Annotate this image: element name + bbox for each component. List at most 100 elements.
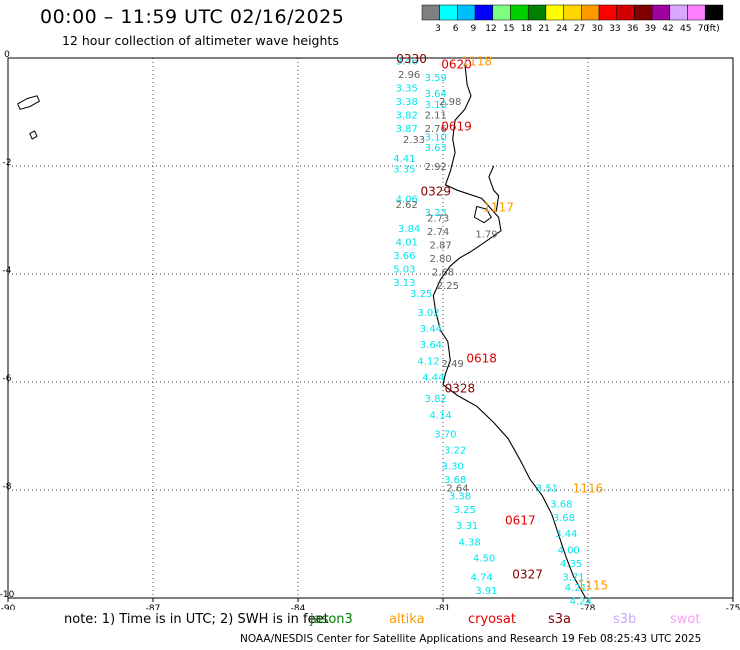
pass-time-label: 0330 [396,52,427,66]
satellite-swot: swot [670,612,701,627]
pass-time-label: 0327 [512,568,543,582]
footer-note: note: 1) Time is in UTC; 2) SWH is in fe… [64,612,329,627]
wave-height-label: 3.68 [444,475,466,486]
legend-label: 3 [435,24,441,34]
wave-height-label: 3.51 [536,483,558,494]
map-title: 00:00 – 11:59 UTC 02/16/2025 [40,6,345,28]
lon-tick-label: -75 [726,604,740,610]
wave-height-label: 4.00 [558,545,580,556]
footer-credit: NOAA/NESDIS Center for Satellite Applica… [240,633,702,645]
wave-height-label: 3.66 [393,251,415,262]
wave-height-label: 2.74 [427,227,449,238]
wave-height-label: 4.50 [473,554,495,565]
wave-height-label: 2.80 [429,254,451,265]
map-frame [7,57,734,599]
wave-height-label: 3.35 [393,165,415,176]
legend-label: 6 [453,24,459,34]
wave-height-label: 3.64 [420,340,442,351]
legend-label: 12 [485,24,496,34]
wave-height-label: 3.46 [396,57,418,68]
coastline [432,63,587,599]
lat-tick-label: -2 [3,158,12,168]
legend-label: 36 [627,24,639,34]
wave-height-label: 4.01 [396,238,418,249]
wave-height-label: 3.59 [425,73,447,84]
pass-time-label: 0328 [445,381,476,395]
lon-tick-label: -78 [581,604,596,610]
wave-height-label: 3.23 [425,208,447,219]
wave-height-label: 3.13 [393,278,415,289]
lat-tick-label: -4 [3,266,12,276]
wave-height-label: 3.68 [553,513,575,524]
pass-time-label: 0617 [505,514,536,528]
wave-height-label: 3.38 [449,491,471,502]
satellite-s3a: s3a [548,612,572,627]
wave-height-label: 4.41 [393,154,415,165]
wave-height-label: 2.87 [429,240,451,251]
wave-height-label: 2.11 [425,111,447,122]
wave-height-label: 3.84 [398,224,420,235]
pass-time-label: 1118 [462,55,493,69]
wave-height-label: 3.30 [442,462,464,473]
color-legend: 3 6 9 12 15 18 21 24 27 30 33 36 39 42 45 70(ft) [421,4,724,34]
lon-tick-label: -87 [146,604,161,610]
wave-height-label: 2.68 [432,267,454,278]
wave-height-label: 4.35 [560,559,582,570]
lat-tick-label: 0 [4,50,10,60]
wave-height-label: 3.68 [550,500,572,511]
wave-height-label: 2.62 [396,200,418,211]
satellite-cryosat: cryosat [468,612,516,627]
wave-height-label: 5.03 [393,265,415,276]
island-outline [17,95,41,110]
satellite-altika: altika [389,612,425,627]
wave-height-label: 4.14 [429,410,451,421]
lon-tick-label: -84 [291,604,306,610]
legend-swatch [704,4,724,21]
legend-label: 27 [574,24,585,34]
island-outline [473,205,492,224]
wave-height-label: 3.25 [454,505,476,516]
pass-time-label: 1117 [483,201,514,215]
wave-height-label: 3.25 [410,289,432,300]
lat-tick-label: -10 [0,590,15,600]
wave-height-label: 3.10 [425,132,447,143]
wave-height-label: 4.12 [417,356,439,367]
wave-height-label: 3.63 [425,143,447,154]
legend-label: 21 [538,24,549,34]
wave-height-label: 3.91 [475,586,497,597]
wave-height-label: 2.76 [425,124,447,135]
legend-label: 70 [698,24,710,34]
wave-height-label: 3.87 [396,124,418,135]
wave-height-label: 3.31 [456,521,478,532]
wave-height-label: 3.38 [396,97,418,108]
pass-time-label: 0329 [420,184,451,198]
pass-time-label: 0620 [441,57,472,71]
pass-time-label: 0618 [466,352,497,366]
wave-height-label: 3.44 [555,529,577,540]
wave-height-label: 3.71 [562,572,584,583]
wave-height-label: 3.02 [417,308,439,319]
wave-height-label: 3.82 [425,394,447,405]
island-outline [29,130,38,140]
pass-time-label: 1116 [573,481,604,495]
legend-label: 33 [609,24,620,34]
wave-height-label: 3.44 [420,324,442,335]
wave-height-label: 4.24 [570,597,592,608]
wave-height-label: 2.73 [427,213,449,224]
wave-height-label: 3.70 [434,429,456,440]
legend-label: 39 [645,24,657,34]
pass-time-label: 0619 [441,120,472,134]
wave-height-map: -90 -87 -84 -81 -78 -75 0 -2 -4 -6 -8 -10 3.46 3.59 3.… [0,50,740,610]
wave-height-label: 4.38 [458,537,480,548]
wave-height-label: 3.64 [425,89,447,100]
satellite-s3b: s3b [613,612,637,627]
wave-height-label: 2.33 [403,135,425,146]
legend-label: 24 [556,24,568,34]
wave-height-label: 3.22 [444,446,466,457]
wave-height-label: 2.49 [442,359,464,370]
wave-height-label: 2.92 [425,162,447,173]
wave-height-label: 4.44 [422,373,444,384]
lon-tick-label: -81 [436,604,451,610]
wave-height-label: 3.10 [425,100,447,111]
map-subtitle: 12 hour collection of altimeter wave hei… [62,33,339,48]
